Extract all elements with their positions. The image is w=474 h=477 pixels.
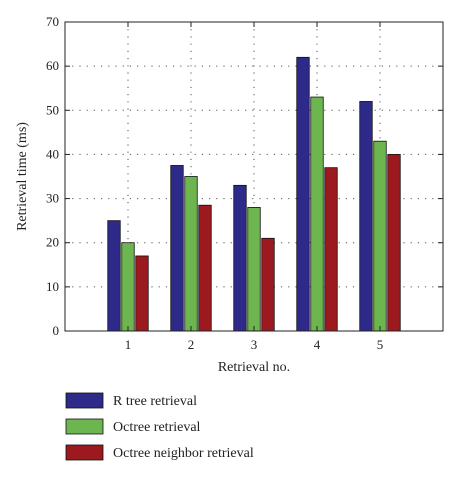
x-tick-label: 4	[314, 337, 321, 352]
y-tick-label: 50	[46, 102, 59, 117]
y-axis-title: Retrieval time (ms)	[15, 122, 30, 231]
legend-label: Octree neighbor retrieval	[113, 446, 254, 461]
y-tick-label: 70	[46, 14, 59, 29]
y-tick-label: 20	[46, 235, 59, 250]
legend: R tree retrieval Octree retrieval Octree n…	[65, 392, 254, 461]
legend-swatch	[65, 418, 104, 435]
bar-series-2-cat-4	[310, 96, 324, 332]
x-tick-label: 5	[377, 337, 384, 352]
bar-series-2-cat-1	[121, 242, 135, 332]
grid-lines	[65, 22, 443, 331]
bar-series-3-cat-2	[198, 204, 212, 332]
bar-series-3-cat-5	[387, 154, 401, 332]
bar-series-3-cat-4	[324, 167, 338, 332]
y-tick-label: 60	[46, 58, 59, 73]
y-tick-label: 30	[46, 191, 59, 206]
legend-label: R tree retrieval	[113, 394, 197, 409]
bar-series-1-cat-2	[170, 165, 184, 332]
x-axis-title: Retrieval no.	[218, 360, 290, 375]
axis-ticks: 0 10 20 30 40 50 60 70 1 2 3 4 5	[46, 14, 443, 352]
bar-series-1-cat-4	[296, 56, 310, 332]
bar-series-1-cat-1	[107, 220, 121, 332]
bar-series-1-cat-5	[359, 101, 373, 332]
legend-label: Octree retrieval	[113, 420, 201, 435]
bar-series-3-cat-3	[261, 237, 275, 332]
bars	[107, 56, 401, 332]
y-tick-label: 40	[46, 146, 59, 161]
bar-series-2-cat-2	[184, 176, 198, 332]
legend-swatch	[65, 444, 104, 461]
bar-series-1-cat-3	[233, 184, 247, 332]
x-tick-label: 1	[125, 337, 132, 352]
x-tick-label: 2	[188, 337, 195, 352]
bar-series-2-cat-3	[247, 206, 261, 332]
y-tick-label: 0	[53, 323, 60, 338]
bar-series-3-cat-1	[135, 255, 149, 332]
x-tick-label: 3	[251, 337, 258, 352]
bar-series-2-cat-5	[373, 140, 387, 332]
y-tick-label: 10	[46, 279, 59, 294]
legend-swatch	[65, 392, 104, 409]
